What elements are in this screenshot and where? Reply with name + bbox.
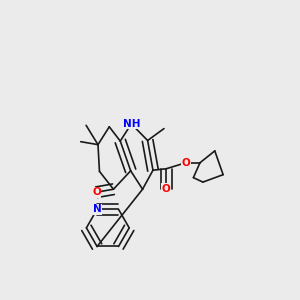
Text: O: O: [92, 187, 101, 197]
Text: O: O: [162, 184, 171, 194]
Text: NH: NH: [122, 119, 140, 129]
Text: O: O: [181, 158, 190, 168]
Text: N: N: [93, 204, 101, 214]
